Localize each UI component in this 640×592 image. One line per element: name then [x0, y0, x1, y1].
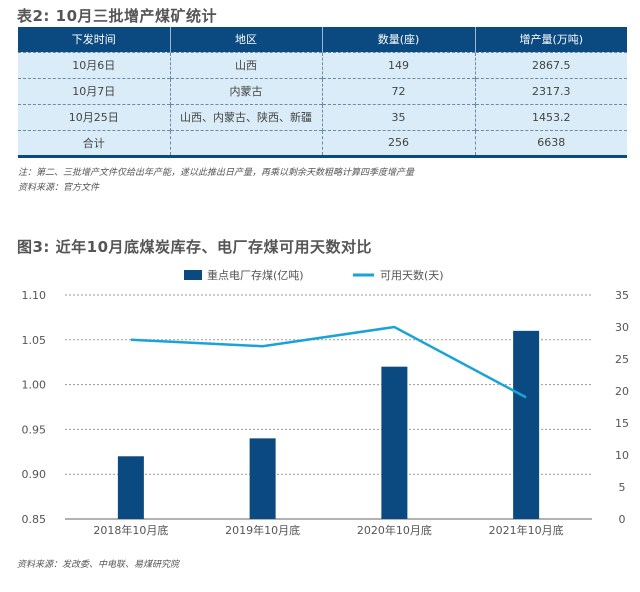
x-tick-label: 2020年10月底 [357, 523, 432, 537]
right-tick-label: 15 [615, 417, 629, 430]
left-tick-label: 0.95 [22, 423, 47, 436]
table-cell: 149 [322, 52, 475, 78]
table-cell: 72 [322, 78, 475, 104]
left-tick-label: 0.90 [22, 468, 47, 481]
right-tick-label: 30 [615, 321, 629, 334]
left-tick-label: 0.85 [22, 513, 47, 526]
x-tick-label: 2021年10月底 [489, 523, 564, 537]
bar [250, 438, 276, 519]
right-tick-label: 25 [615, 353, 629, 366]
right-tick-label: 5 [619, 481, 626, 494]
legend-bar-label: 重点电厂存煤(亿吨) [207, 268, 304, 282]
table-cell: 6638 [475, 130, 627, 156]
right-tick-label: 0 [619, 513, 626, 526]
legend-bar-swatch [184, 270, 202, 280]
table-cell: 山西 [170, 52, 322, 78]
column-header: 下发时间 [18, 27, 170, 52]
table-cell: 山西、内蒙古、陕西、新疆 [170, 104, 322, 130]
table-title: 表2: 10月三批增产煤矿统计 [17, 5, 217, 26]
table-cell: 内蒙古 [170, 78, 322, 104]
table-cell: 2317.3 [475, 78, 627, 104]
left-tick-label: 1.05 [22, 334, 47, 347]
table-cell: 合计 [18, 130, 170, 156]
x-tick-label: 2019年10月底 [225, 523, 300, 537]
table-source: 资料来源：官方文件 [18, 180, 99, 193]
table-cell: 10月25日 [18, 104, 170, 130]
table-cell [170, 130, 322, 156]
bar [381, 367, 407, 519]
table-cell: 10月7日 [18, 78, 170, 104]
x-tick-label: 2018年10月底 [93, 523, 168, 537]
days-line [131, 327, 526, 397]
chart: 0.85 0.90 0.95 1.00 1.05 1.10 0 5 10 15 20 25 30 35 20… [0, 262, 640, 592]
table-cell: 2867.5 [475, 52, 627, 78]
table-cell: 35 [322, 104, 475, 130]
left-tick-label: 1.00 [22, 379, 47, 392]
table-cell: 1453.2 [475, 104, 627, 130]
right-tick-label: 10 [615, 449, 629, 462]
right-tick-label: 35 [615, 289, 629, 302]
column-header: 数量(座) [322, 27, 475, 52]
table-cell: 256 [322, 130, 475, 156]
chart-source: 资料来源：发改委、中电联、易煤研究院 [17, 559, 181, 570]
table-cell: 10月6日 [18, 52, 170, 78]
bar [118, 456, 144, 519]
column-header: 地区 [170, 27, 322, 52]
table-note: 注：第二、三批增产文件仅给出年产能，遂以此推出日产量，再乘以剩余天数粗略计算四季… [18, 165, 414, 178]
right-tick-label: 20 [615, 385, 629, 398]
chart-title: 图3: 近年10月底煤炭库存、电厂存煤可用天数对比 [17, 236, 372, 257]
legend-line-label: 可用天数(天) [380, 269, 444, 282]
bar [513, 331, 539, 519]
left-tick-label: 1.10 [22, 289, 47, 302]
column-header: 增产量(万吨) [475, 27, 627, 52]
